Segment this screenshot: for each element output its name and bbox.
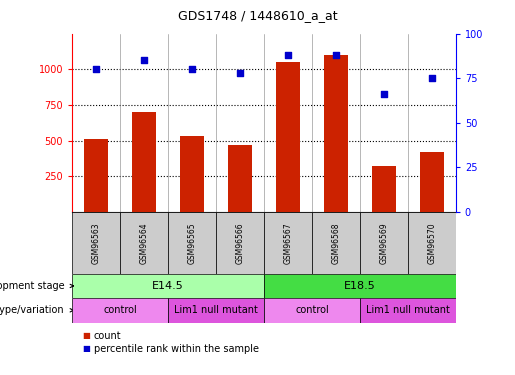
Text: GSM96565: GSM96565	[187, 222, 197, 264]
Point	[427, 75, 436, 81]
Text: GSM96564: GSM96564	[140, 222, 148, 264]
Text: count: count	[94, 331, 122, 340]
Bar	[132, 112, 156, 212]
Text: Lim1 null mutant: Lim1 null mutant	[366, 305, 450, 315]
Bar	[276, 62, 300, 212]
Text: GSM96570: GSM96570	[427, 222, 436, 264]
Bar	[420, 152, 444, 212]
Text: GSM96568: GSM96568	[331, 222, 340, 264]
Text: control: control	[103, 305, 137, 315]
Bar	[168, 212, 216, 274]
Text: ■: ■	[82, 331, 90, 340]
Point	[380, 92, 388, 98]
Bar	[264, 274, 456, 298]
Text: GSM96567: GSM96567	[283, 222, 293, 264]
Point	[284, 52, 292, 58]
Point	[332, 52, 340, 58]
Point	[92, 66, 100, 72]
Bar	[84, 139, 108, 212]
Text: genotype/variation: genotype/variation	[0, 305, 64, 315]
Text: GSM96563: GSM96563	[92, 222, 100, 264]
Bar	[168, 298, 264, 322]
Text: GDS1748 / 1448610_a_at: GDS1748 / 1448610_a_at	[178, 9, 337, 22]
Bar	[72, 274, 264, 298]
Bar	[180, 136, 204, 212]
Bar	[408, 212, 456, 274]
Text: percentile rank within the sample: percentile rank within the sample	[94, 344, 259, 354]
Text: GSM96569: GSM96569	[380, 222, 388, 264]
Bar	[72, 298, 168, 322]
Bar	[228, 145, 252, 212]
Point	[236, 70, 244, 76]
Text: E18.5: E18.5	[344, 281, 376, 291]
Bar	[360, 212, 408, 274]
Text: ■: ■	[82, 344, 90, 353]
Bar	[360, 298, 456, 322]
Text: GSM96566: GSM96566	[235, 222, 245, 264]
Bar	[120, 212, 168, 274]
Point	[140, 57, 148, 63]
Bar	[324, 55, 348, 212]
Text: Lim1 null mutant: Lim1 null mutant	[174, 305, 258, 315]
Bar	[372, 166, 396, 212]
Bar	[216, 212, 264, 274]
Text: E14.5: E14.5	[152, 281, 184, 291]
Text: control: control	[295, 305, 329, 315]
Point	[188, 66, 196, 72]
Bar	[312, 212, 360, 274]
Bar	[72, 212, 120, 274]
Bar	[264, 212, 312, 274]
Bar	[264, 298, 360, 322]
Text: development stage: development stage	[0, 281, 64, 291]
